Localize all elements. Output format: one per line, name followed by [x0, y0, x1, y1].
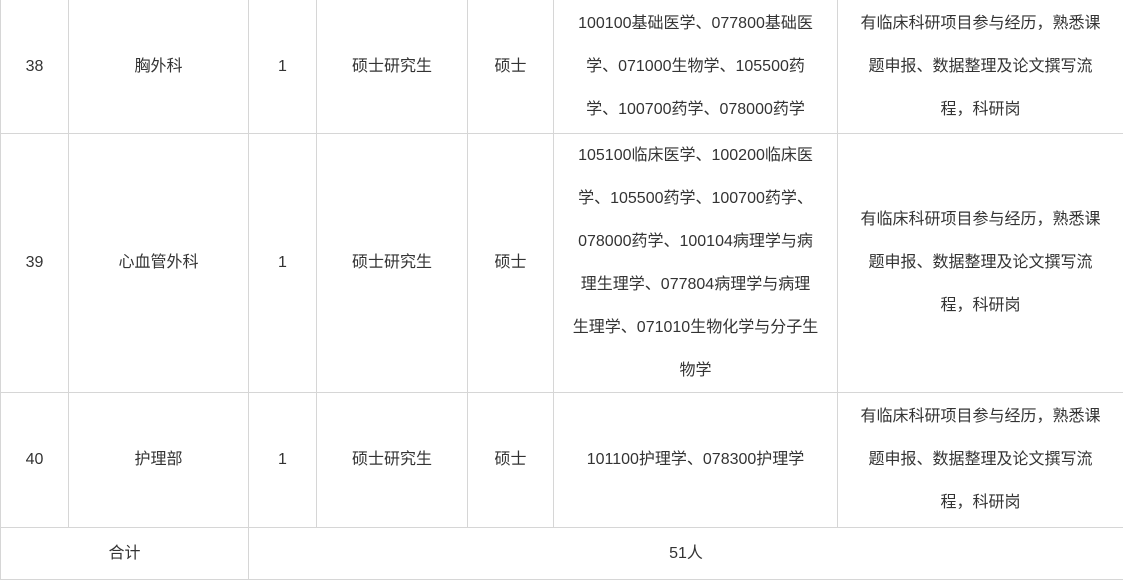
summary-total: 51人 [248, 526, 1123, 580]
cell-department: 心血管外科 [68, 132, 249, 393]
cell-education: 硕士研究生 [316, 391, 468, 528]
cell-education: 硕士研究生 [316, 0, 468, 134]
cell-headcount: 1 [248, 132, 317, 393]
cell-department: 护理部 [68, 391, 249, 528]
cell-row-number: 39 [0, 132, 69, 393]
cell-degree: 硕士 [467, 0, 554, 134]
cell-requirements: 有临床科研项目参与经历，熟悉课 题申报、数据整理及论文撰写流 程，科研岗 [837, 391, 1123, 528]
cell-row-number: 38 [0, 0, 69, 134]
cell-majors: 101100护理学、078300护理学 [553, 391, 838, 528]
cell-requirements: 有临床科研项目参与经历，熟悉课 题申报、数据整理及论文撰写流 程，科研岗 [837, 0, 1123, 134]
cell-row-number: 40 [0, 391, 69, 528]
cell-degree: 硕士 [467, 132, 554, 393]
cell-headcount: 1 [248, 0, 317, 134]
cell-headcount: 1 [248, 391, 317, 528]
cell-majors: 105100临床医学、100200临床医 学、105500药学、100700药学… [553, 132, 838, 393]
cell-majors: 100100基础医学、077800基础医 学、071000生物学、105500药… [553, 0, 838, 134]
cell-education: 硕士研究生 [316, 132, 468, 393]
summary-label: 合计 [0, 526, 249, 580]
cell-degree: 硕士 [467, 391, 554, 528]
table-row: 39 心血管外科 1 硕士研究生 硕士 105100临床医学、100200临床医… [0, 132, 1123, 393]
cell-requirements: 有临床科研项目参与经历，熟悉课 题申报、数据整理及论文撰写流 程，科研岗 [837, 132, 1123, 393]
summary-row: 合计 51人 [0, 526, 1123, 580]
table-row: 40 护理部 1 硕士研究生 硕士 101100护理学、078300护理学 有临… [0, 391, 1123, 528]
table-row: 38 胸外科 1 硕士研究生 硕士 100100基础医学、077800基础医 学… [0, 0, 1123, 134]
cell-department: 胸外科 [68, 0, 249, 134]
